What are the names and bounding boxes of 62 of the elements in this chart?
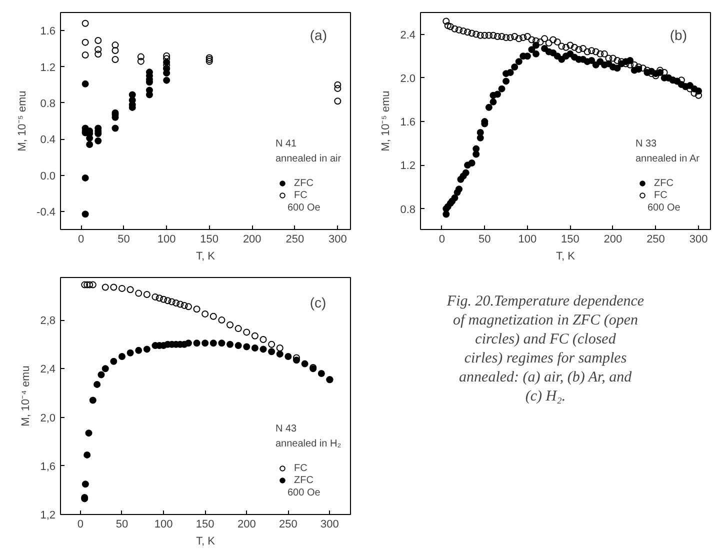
- x-tick-label: 300: [328, 234, 347, 246]
- y-tick-label: 1,2: [40, 510, 56, 522]
- annotation: annealed in Ar: [636, 154, 700, 164]
- x-tick-label: 150: [561, 234, 580, 246]
- x-tick-label: 150: [200, 234, 219, 246]
- annotation: 600 Oe: [288, 488, 321, 498]
- legend-label: ZFC: [294, 177, 314, 189]
- x-tick-label: 0: [78, 234, 84, 246]
- annotation: (c): [310, 294, 326, 311]
- y-tick-label: 2,4: [40, 364, 56, 376]
- y-tick-label: 2.0: [400, 72, 416, 85]
- y-axis-title: M, 10⁻⁵ emu: [380, 90, 392, 152]
- x-tick-label: 50: [116, 518, 128, 530]
- x-tick-label: 50: [478, 234, 491, 246]
- y-axis-title: M, 10⁻⁵ emu: [16, 90, 29, 152]
- x-tick-label: 300: [320, 518, 339, 530]
- y-axis-title: M, 10⁻⁴ emu: [20, 366, 32, 426]
- legend-label: FC: [654, 189, 668, 201]
- x-tick-label: 150: [196, 518, 214, 530]
- y-tick-label: 1.2: [40, 62, 56, 74]
- x-tick-label: 100: [518, 234, 537, 246]
- caption: Fig. 20.Temperature dependence of magnetization in ZFC (open circles) and FC (closed cirles) regimes for samples annealed: (a) air, (b) Ar, and (c) H₂.: [446, 293, 644, 404]
- annotation: N 41: [276, 138, 298, 150]
- annotation: 600 Oe: [288, 202, 321, 214]
- y-tick-label: 0.8: [40, 98, 56, 110]
- annotation: annealed in H₂: [276, 438, 342, 450]
- y-tick-label: 0.8: [400, 204, 416, 216]
- y-tick-label: 0.4: [40, 134, 56, 146]
- legend-label: ZFC: [294, 474, 314, 486]
- y-tick-label: 2,0: [40, 412, 56, 424]
- annotation: N 43: [276, 424, 298, 434]
- annotation: N 33: [636, 138, 658, 150]
- x-tick-label: 300: [689, 234, 708, 246]
- x-axis-title: T, K: [556, 250, 576, 262]
- annotation: (a): [310, 26, 328, 43]
- y-tick-label: 1,6: [40, 460, 56, 473]
- x-tick-label: 200: [237, 518, 256, 530]
- y-tick-label: 2,8: [40, 315, 56, 328]
- x-tick-label: 0: [438, 234, 445, 246]
- y-tick-label: 1.2: [400, 160, 416, 172]
- x-tick-label: 250: [646, 234, 665, 246]
- y-tick-label: 1.6: [40, 26, 56, 38]
- x-tick-label: 100: [154, 518, 173, 530]
- x-tick-label: 0: [77, 518, 84, 530]
- legend-label: FC: [294, 189, 308, 201]
- x-axis-title: T, K: [196, 536, 216, 548]
- x-tick-label: 50: [118, 234, 130, 246]
- legend-label: ZFC: [654, 177, 674, 189]
- annotation: 600 Oe: [648, 202, 681, 214]
- y-tick-label: -0.4: [36, 206, 56, 218]
- legend-label: FC: [294, 462, 308, 474]
- x-tick-label: 250: [286, 234, 304, 246]
- x-axis-title: T, K: [196, 250, 216, 262]
- x-tick-label: 250: [279, 518, 298, 530]
- x-tick-label: 200: [604, 234, 622, 246]
- y-tick-label: 1.6: [400, 116, 416, 129]
- y-tick-label: 0.0: [40, 170, 56, 182]
- y-tick-label: 2.4: [400, 29, 416, 42]
- x-tick-label: 100: [157, 234, 176, 246]
- x-tick-label: 200: [242, 234, 262, 246]
- annotation: (b): [670, 26, 688, 43]
- annotation: annealed in air: [276, 154, 342, 164]
